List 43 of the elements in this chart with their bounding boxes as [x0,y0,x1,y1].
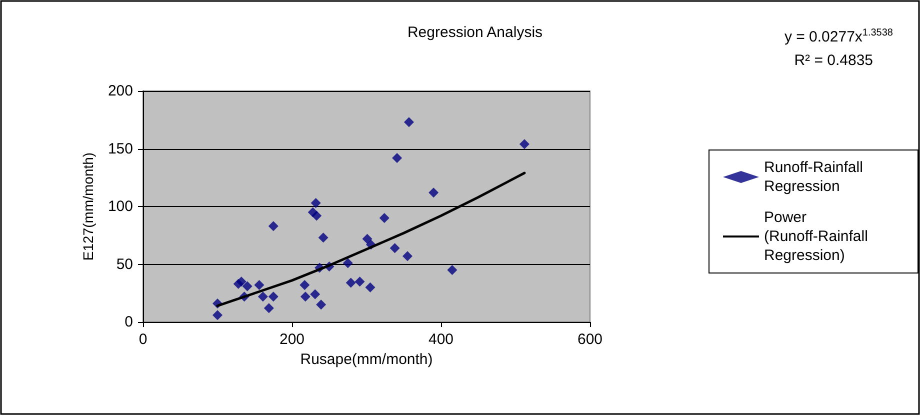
y-tick-label: 200 [108,82,133,100]
x-tick-label: 600 [577,331,603,348]
y-tick-label: 150 [108,140,133,158]
chart-title: Regression Analysis [407,24,543,41]
y-axis-title: E127(mm/month) [80,152,96,261]
point [392,152,402,163]
point [447,265,458,276]
point [300,280,310,290]
point [300,292,310,302]
point [268,221,278,232]
point [254,280,264,290]
point [258,292,268,302]
y-tick-label: 50 [116,256,133,273]
point [268,292,278,302]
point [402,251,412,262]
text: R² = 0.4835 [794,52,874,69]
point [428,188,439,198]
point [354,276,365,287]
point [310,289,320,300]
point [242,281,252,292]
x-axis-title: Rusape(mm/month) [300,351,433,368]
y-tick-label: 100 [108,198,133,215]
point [312,210,322,221]
point [379,213,390,224]
point [519,139,530,150]
point [212,310,222,320]
point [316,300,326,310]
x-tick-label: 400 [428,331,454,348]
point [264,303,274,314]
legend-label: Power (Runoff-Rainfall Regression) [764,209,872,264]
point [390,243,400,254]
point [365,282,376,292]
point [342,258,353,268]
point [346,278,356,288]
point [310,198,321,208]
y-tick-label: 0 [124,314,133,330]
point [362,234,372,244]
x-tick-label: 0 [138,331,148,348]
legend-label: Runoff-Rainfall Regression [764,159,868,195]
x-tick-label: 200 [279,331,305,348]
point [404,117,414,128]
point [236,276,246,287]
point [318,232,328,243]
